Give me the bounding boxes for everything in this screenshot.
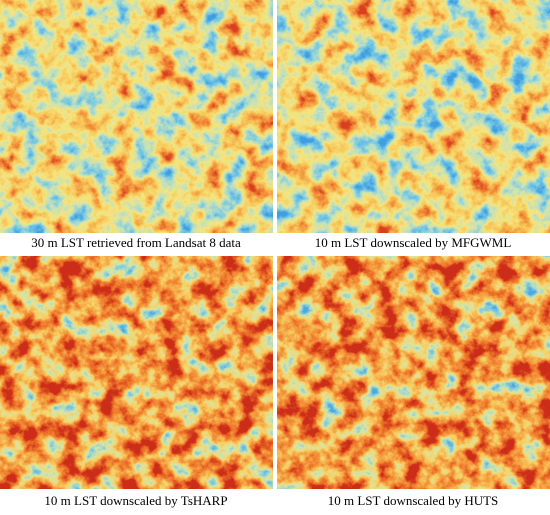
lst-map	[277, 0, 550, 233]
caption: 10 m LST downscaled by MFGWML	[315, 235, 512, 250]
caption: 10 m LST downscaled by HUTS	[328, 493, 499, 508]
lst-map	[0, 256, 273, 489]
caption: 10 m LST downscaled by TsHARP	[44, 493, 227, 508]
lst-map	[277, 256, 550, 489]
caption: 30 m LST retrieved from Landsat 8 data	[31, 235, 241, 250]
lst-map	[0, 0, 273, 233]
